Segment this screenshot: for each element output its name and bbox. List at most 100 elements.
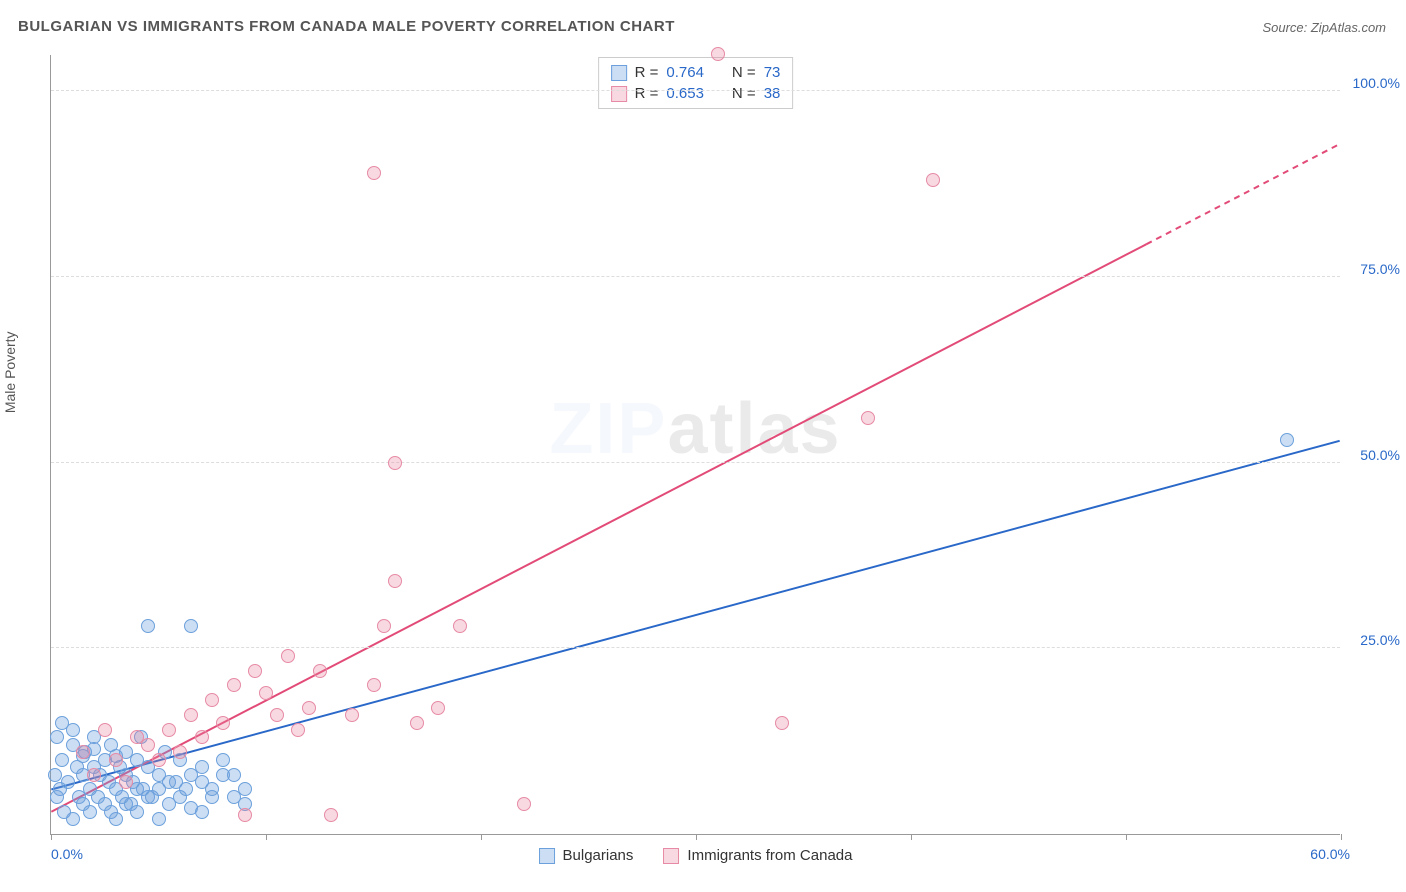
gridline xyxy=(51,90,1340,91)
data-point xyxy=(66,812,80,826)
data-point xyxy=(259,686,273,700)
data-point xyxy=(861,411,875,425)
data-point xyxy=(711,47,725,61)
x-tick xyxy=(481,834,482,840)
bottom-legend: Bulgarians Immigrants from Canada xyxy=(539,847,853,864)
data-point xyxy=(227,678,241,692)
data-point xyxy=(205,790,219,804)
x-tick xyxy=(266,834,267,840)
legend-label: Bulgarians xyxy=(563,847,634,864)
x-tick xyxy=(1126,834,1127,840)
gridline xyxy=(51,276,1340,277)
data-point xyxy=(367,678,381,692)
legend-label: Immigrants from Canada xyxy=(687,847,852,864)
data-point xyxy=(1280,433,1294,447)
chart-title: BULGARIAN VS IMMIGRANTS FROM CANADA MALE… xyxy=(18,18,675,35)
n-label: N = xyxy=(732,64,756,81)
data-point xyxy=(216,716,230,730)
r-label: R = xyxy=(635,85,659,102)
data-point xyxy=(238,782,252,796)
y-tick-label: 50.0% xyxy=(1360,447,1400,463)
trend-lines-svg xyxy=(51,55,1340,834)
data-point xyxy=(367,166,381,180)
data-point xyxy=(119,797,133,811)
n-value: 38 xyxy=(764,85,781,102)
data-point xyxy=(173,745,187,759)
data-point xyxy=(281,649,295,663)
data-point xyxy=(66,723,80,737)
y-tick-label: 100.0% xyxy=(1353,75,1400,91)
trend-line xyxy=(51,441,1339,790)
data-point xyxy=(98,723,112,737)
data-point xyxy=(141,738,155,752)
n-label: N = xyxy=(732,85,756,102)
data-point xyxy=(302,701,316,715)
data-point xyxy=(345,708,359,722)
r-value: 0.764 xyxy=(666,64,704,81)
r-label: R = xyxy=(635,64,659,81)
legend-item: Immigrants from Canada xyxy=(663,847,852,864)
x-tick xyxy=(51,834,52,840)
data-point xyxy=(453,619,467,633)
stats-row: R = 0.764 N = 73 xyxy=(611,62,781,83)
legend-swatch xyxy=(539,848,555,864)
y-tick-label: 25.0% xyxy=(1360,632,1400,648)
data-point xyxy=(248,664,262,678)
data-point xyxy=(173,790,187,804)
data-point xyxy=(76,745,90,759)
data-point xyxy=(50,730,64,744)
data-point xyxy=(270,708,284,722)
data-point xyxy=(291,723,305,737)
data-point xyxy=(184,708,198,722)
data-point xyxy=(388,456,402,470)
source-label: Source: ZipAtlas.com xyxy=(1262,20,1386,35)
data-point xyxy=(195,775,209,789)
data-point xyxy=(324,808,338,822)
legend-swatch xyxy=(611,86,627,102)
data-point xyxy=(926,173,940,187)
legend-swatch xyxy=(663,848,679,864)
gridline xyxy=(51,647,1340,648)
data-point xyxy=(313,664,327,678)
data-point xyxy=(431,701,445,715)
gridline xyxy=(51,462,1340,463)
data-point xyxy=(55,753,69,767)
data-point xyxy=(388,574,402,588)
data-point xyxy=(83,805,97,819)
x-tick xyxy=(696,834,697,840)
plot-area: ZIPatlas R =0.764N =73R =0.653N =38 0.0%… xyxy=(50,55,1340,835)
data-point xyxy=(216,753,230,767)
x-tick xyxy=(911,834,912,840)
trend-line xyxy=(51,244,1146,812)
data-point xyxy=(227,768,241,782)
data-point xyxy=(184,619,198,633)
data-point xyxy=(205,693,219,707)
n-value: 73 xyxy=(764,64,781,81)
trend-line-dashed xyxy=(1146,144,1339,244)
data-point xyxy=(238,808,252,822)
data-point xyxy=(410,716,424,730)
data-point xyxy=(152,753,166,767)
legend-item: Bulgarians xyxy=(539,847,634,864)
data-point xyxy=(195,730,209,744)
y-tick-label: 75.0% xyxy=(1360,261,1400,277)
x-max-label: 60.0% xyxy=(1310,846,1350,862)
data-point xyxy=(195,805,209,819)
data-point xyxy=(48,768,62,782)
data-point xyxy=(119,775,133,789)
legend-swatch xyxy=(611,65,627,81)
data-point xyxy=(53,782,67,796)
r-value: 0.653 xyxy=(666,85,704,102)
data-point xyxy=(104,805,118,819)
data-point xyxy=(162,775,176,789)
data-point xyxy=(87,768,101,782)
data-point xyxy=(775,716,789,730)
data-point xyxy=(152,812,166,826)
chart-container: BULGARIAN VS IMMIGRANTS FROM CANADA MALE… xyxy=(0,0,1406,892)
x-tick xyxy=(1341,834,1342,840)
stats-row: R = 0.653 N = 38 xyxy=(611,83,781,104)
data-point xyxy=(162,723,176,737)
data-point xyxy=(141,619,155,633)
y-axis-label: Male Poverty xyxy=(2,331,18,413)
data-point xyxy=(109,753,123,767)
